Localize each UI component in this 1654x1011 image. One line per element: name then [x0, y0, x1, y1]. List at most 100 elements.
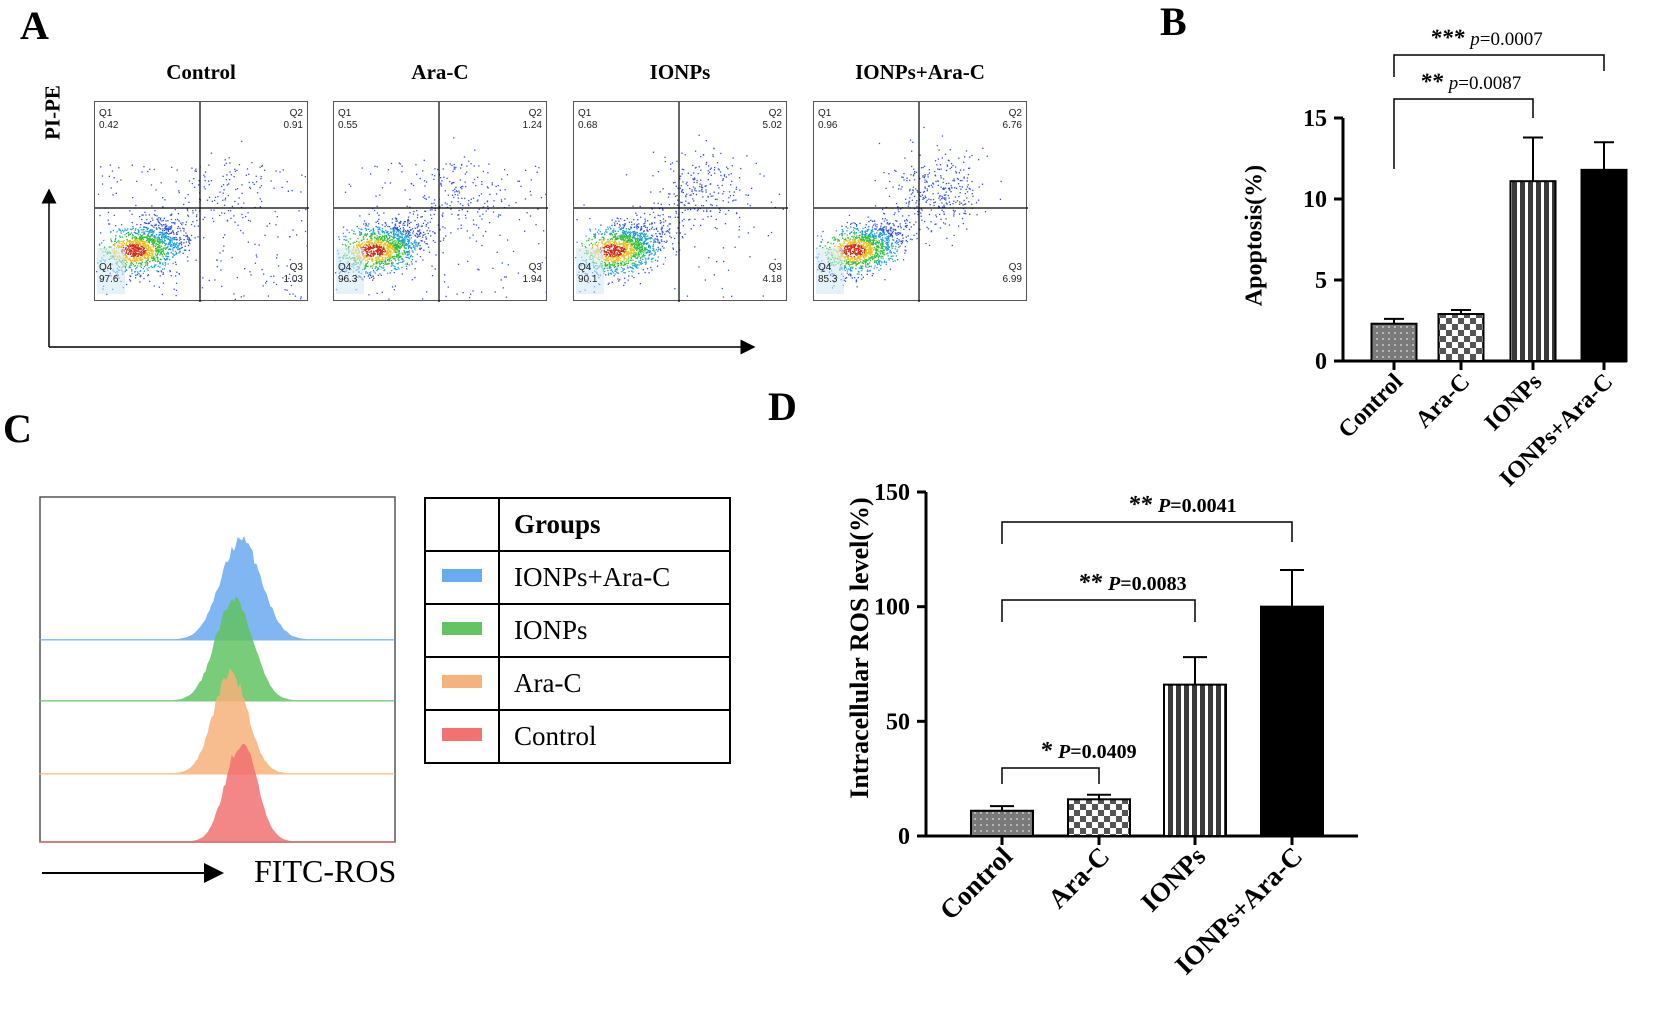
significance-stars: ** [1128, 492, 1158, 518]
significance-bracket [1393, 54, 1605, 77]
y-tick-label: 0 [1315, 349, 1327, 375]
quadrant-q2-value: 1.24 [522, 120, 542, 131]
quadrant-q3-value: 1.94 [522, 274, 542, 285]
significance-value: =0.0409 [1070, 741, 1136, 763]
significance-label: ** p=0.0087 [1420, 69, 1521, 94]
significance-stars: ** [1078, 570, 1108, 596]
y-tick-label: 10 [1303, 187, 1327, 213]
flow-dots-1 [334, 102, 548, 302]
legend-swatch-ionps [442, 621, 482, 635]
quadrant-q4: Q4 85.3 [818, 262, 837, 286]
quadrant-q1: Q1 0.96 [818, 108, 837, 132]
significance-label: ** P=0.0083 [1078, 570, 1187, 596]
significance-stars: *** [1430, 25, 1470, 50]
quadrant-q1-label: Q1 [578, 108, 592, 119]
significance-p: P [1157, 495, 1171, 517]
quadrant-q2-label: Q2 [768, 108, 782, 119]
flow-title-3: IONPs+Ara-C [855, 60, 985, 84]
y-tick-label: 150 [874, 480, 910, 506]
panel-label-c: C [3, 406, 32, 451]
bar-Ara-C [1067, 798, 1131, 837]
quadrant-q1-value: 0.96 [818, 120, 838, 131]
histogram-IONPs+Ara-C [39, 535, 396, 641]
significance-p: P [1057, 741, 1071, 763]
quadrant-q4-value: 90.1 [578, 274, 598, 285]
flow-title-2: IONPs [649, 60, 711, 84]
histogram-Ara-C [39, 667, 396, 775]
quadrant-q2-value: 5.02 [762, 120, 782, 131]
histogram-Control [39, 743, 396, 843]
significance-bracket [1393, 98, 1534, 169]
bar-Control [1370, 322, 1418, 362]
quadrant-q3: Q3 1.94 [523, 262, 542, 286]
significance-label: ** P=0.0041 [1128, 492, 1237, 518]
significance-label: *** p=0.0007 [1430, 25, 1543, 50]
panel-label-b: B [1160, 0, 1187, 44]
quadrant-q1: Q1 0.68 [578, 108, 597, 132]
quadrant-q1-label: Q1 [338, 108, 352, 119]
chart-c [39, 496, 396, 883]
panel-label-a: A [20, 3, 49, 48]
quadrant-q4-value: 96.3 [338, 274, 358, 285]
significance-bracket [1001, 767, 1100, 784]
bar-IONPs+Ara-C [1260, 605, 1324, 838]
flow-dots-0 [95, 102, 309, 302]
y-tick-label: 50 [886, 709, 910, 735]
flow-plot-3: Q1 0.96 Q2 6.76 Q4 85.3 Q3 6.99 [813, 101, 1028, 302]
quadrant-q3-label: Q3 [1008, 262, 1022, 273]
quadrant-q3: Q3 1.03 [284, 262, 303, 286]
flow-title-0: Control [166, 60, 236, 84]
quadrant-q4-label: Q4 [99, 262, 113, 273]
quadrant-q3-value: 1.03 [283, 274, 303, 285]
quadrant-q3-label: Q3 [768, 262, 782, 273]
x-tick-label: Control [934, 841, 1019, 926]
significance-value: =0.0007 [1480, 29, 1543, 50]
flow-title-1: Ara-C [411, 60, 469, 84]
significance-bracket [1001, 521, 1293, 544]
significance-p: P [1107, 573, 1121, 595]
significance-value: =0.0083 [1120, 573, 1186, 595]
quadrant-q4-label: Q4 [338, 262, 352, 273]
quadrant-q1: Q1 0.42 [99, 108, 118, 132]
legend-swatch-arac [442, 674, 482, 688]
quadrant-q4-label: Q4 [818, 262, 832, 273]
significance-bracket [1001, 599, 1196, 622]
c-xlabel: FITC-ROS [254, 853, 397, 889]
quadrant-q1-value: 0.68 [578, 120, 598, 131]
panel-a-axes [41, 188, 756, 355]
y-tick-label: 0 [898, 824, 910, 850]
quadrant-q4-label: Q4 [578, 262, 592, 273]
groups-legend: Groups IONPs+Ara-C IONPs Ara-C Control [424, 497, 731, 764]
legend-title: Groups [498, 497, 731, 552]
flow-plot-2: Q1 0.68 Q2 5.02 Q4 90.1 Q3 4.18 [573, 101, 788, 302]
q4-gate [336, 248, 364, 294]
quadrant-q4-value: 85.3 [818, 274, 838, 285]
quadrant-q2-label: Q2 [528, 108, 542, 119]
flow-dots-2 [574, 102, 788, 302]
quadrant-q2-value: 0.91 [283, 120, 303, 131]
y-tick-label: 15 [1303, 106, 1327, 132]
significance-value: =0.0087 [1458, 73, 1521, 94]
quadrant-q3-value: 4.18 [762, 274, 782, 285]
flow-plot-0: Q1 0.42 Q2 0.91 Q4 97.6 Q3 1.03 [94, 101, 309, 302]
quadrant-q4-value: 97.6 [99, 274, 119, 285]
quadrant-q3-label: Q3 [528, 262, 542, 273]
legend-item-arac: Ara-C [498, 656, 731, 711]
q4-gate [97, 248, 125, 294]
quadrant-q4: Q4 96.3 [338, 262, 357, 286]
flow-dots-3 [814, 102, 1028, 302]
bar-IONPs [1509, 180, 1557, 362]
y-tick-label: 5 [1315, 268, 1327, 294]
panel-label-d: D [768, 384, 797, 429]
histogram-IONPs [39, 596, 396, 702]
quadrant-q2-label: Q2 [289, 108, 303, 119]
quadrant-q2: Q2 0.91 [284, 108, 303, 132]
legend-item-ionps: IONPs [498, 603, 731, 658]
significance-value: =0.0041 [1170, 495, 1236, 517]
q4-gate [576, 248, 604, 294]
quadrant-q1-value: 0.42 [99, 120, 119, 131]
x-tick-label: Ara-C [1042, 841, 1115, 914]
quadrant-q1-value: 0.55 [338, 120, 358, 131]
quadrant-q3-value: 6.99 [1002, 274, 1022, 285]
